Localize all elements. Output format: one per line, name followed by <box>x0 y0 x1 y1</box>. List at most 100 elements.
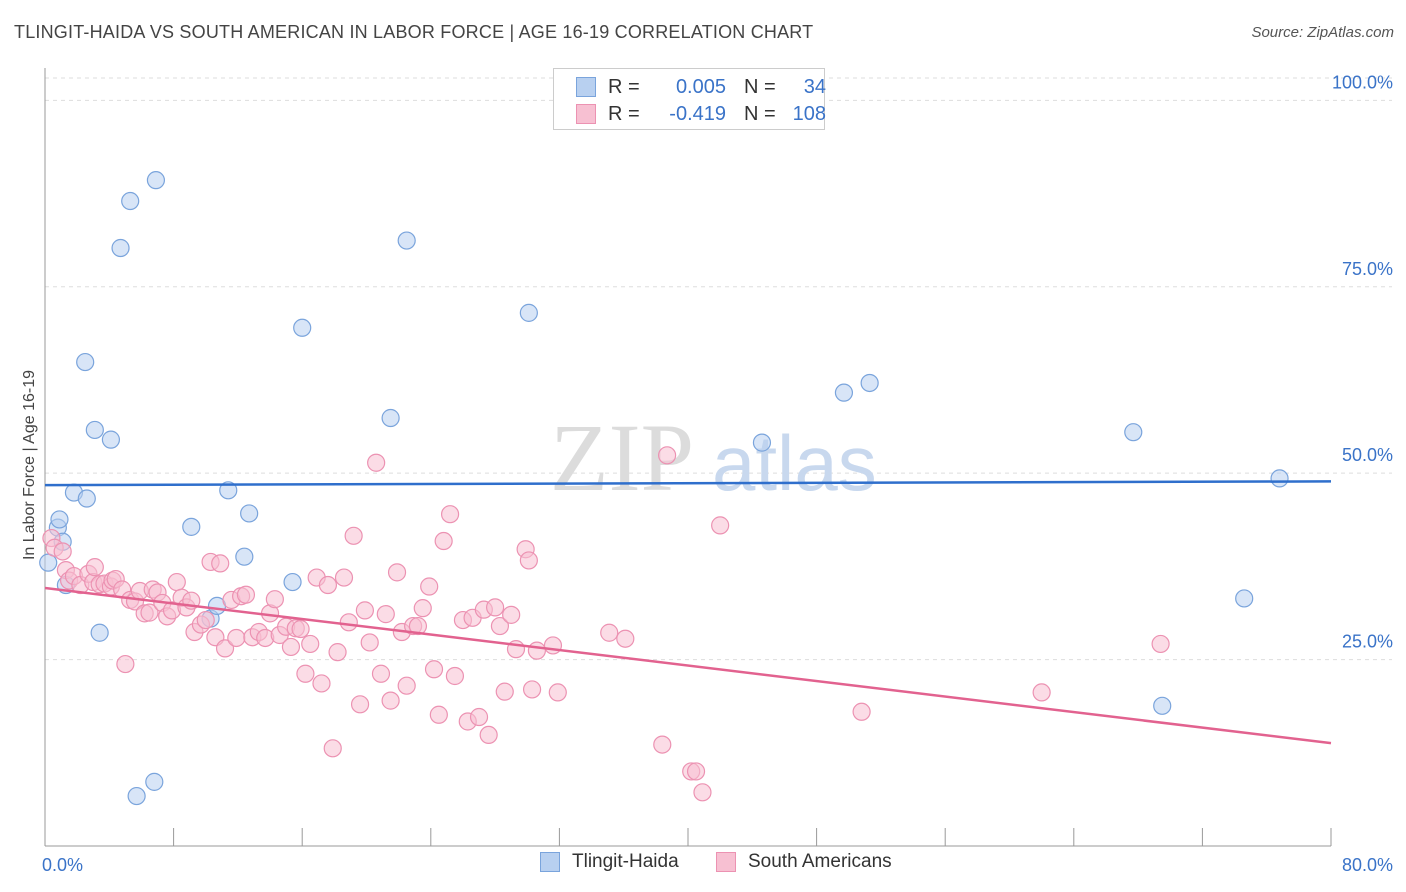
data-point-south-americans <box>519 551 538 570</box>
legend-r-label: R = <box>608 102 640 125</box>
data-point-south-americans <box>616 629 635 648</box>
data-point-south-americans <box>350 695 370 714</box>
data-point-tlingit-haida <box>90 623 109 642</box>
data-point-south-americans <box>413 599 432 618</box>
data-point-tlingit-haida <box>77 489 96 508</box>
data-point-south-americans <box>296 664 315 683</box>
data-point-tlingit-haida <box>293 318 312 337</box>
data-point-south-americans <box>408 616 428 636</box>
data-point-south-americans <box>1032 683 1051 702</box>
data-point-tlingit-haida <box>752 433 772 452</box>
tick-labels: 25.0% 50.0% 75.0% 100.0% 0.0% 80.0% <box>42 72 1393 875</box>
data-point-south-americans <box>686 762 706 781</box>
legend-n-value: 108 <box>792 102 826 125</box>
data-point-tlingit-haida <box>519 303 538 322</box>
data-point-south-americans <box>167 572 186 592</box>
bottom-legend-swatch-pink <box>716 852 736 872</box>
data-point-tlingit-haida <box>381 408 400 428</box>
legend-r-label: R = <box>608 75 640 98</box>
trend-line-south-americans <box>44 586 1332 745</box>
data-point-south-americans <box>376 605 395 624</box>
legend-row-south-americans: R = -0.419 N = 108 <box>576 102 826 126</box>
data-point-south-americans <box>434 531 453 551</box>
bottom-legend-label: Tlingit-Haida <box>572 851 679 872</box>
legend-box: R = 0.005 N = 34 R = -0.419 N = 108 <box>553 68 826 130</box>
data-point-south-americans <box>116 654 135 674</box>
data-point-tlingit-haida <box>111 238 130 258</box>
data-point-south-americans <box>367 453 386 472</box>
data-point-south-americans <box>495 682 514 701</box>
data-point-south-americans <box>328 643 347 662</box>
data-point-south-americans <box>522 680 542 699</box>
trend-lines <box>44 480 1332 745</box>
trend-line-tlingit-haida <box>44 480 1332 487</box>
data-point-south-americans <box>140 603 159 622</box>
data-point-south-americans <box>469 707 489 727</box>
data-point-south-americans <box>486 598 505 617</box>
data-point-south-americans <box>301 634 320 654</box>
y-tick-label: 25.0% <box>1342 632 1393 652</box>
data-point-south-americans <box>291 619 310 639</box>
data-point-south-americans <box>355 601 374 620</box>
data-point-south-americans <box>53 542 72 561</box>
x-tick-label: 80.0% <box>1342 855 1393 875</box>
data-point-south-americans <box>502 605 521 624</box>
data-point-south-americans <box>371 664 391 683</box>
data-point-south-americans <box>711 516 730 535</box>
data-point-tlingit-haida <box>1124 423 1143 442</box>
data-point-tlingit-haida <box>235 547 254 566</box>
y-tick-label: 100.0% <box>1332 72 1393 92</box>
y-axis-label: In Labor Force | Age 16-19 <box>21 370 38 560</box>
data-point-tlingit-haida <box>127 786 146 806</box>
data-point-south-americans <box>490 616 510 636</box>
data-point-south-americans <box>334 568 354 587</box>
data-point-tlingit-haida <box>834 383 854 402</box>
data-point-south-americans <box>236 585 256 604</box>
data-point-south-americans <box>196 610 215 630</box>
watermark-atlas: atlas <box>712 419 877 507</box>
legend-r-value: 0.005 <box>675 75 726 98</box>
data-point-south-americans <box>215 639 235 658</box>
data-point-south-americans <box>445 666 465 686</box>
y-tick-label: 75.0% <box>1342 259 1393 279</box>
data-point-south-americans <box>479 725 498 745</box>
data-point-tlingit-haida <box>145 772 164 791</box>
series-south-americans <box>42 446 1170 802</box>
bottom-legend-south-americans: South Americans <box>716 851 892 873</box>
data-point-south-americans <box>397 676 416 695</box>
data-point-tlingit-haida <box>50 510 69 529</box>
data-point-south-americans <box>227 628 246 648</box>
bottom-legend-tlingit-haida: Tlingit-Haida <box>540 851 679 873</box>
legend-swatch-blue <box>576 77 596 97</box>
data-point-tlingit-haida <box>397 231 416 250</box>
data-point-south-americans <box>318 575 338 595</box>
data-point-south-americans <box>543 636 563 655</box>
data-point-tlingit-haida <box>240 504 259 523</box>
chart-source: Source: ZipAtlas.com <box>1251 24 1394 41</box>
data-point-south-americans <box>653 735 672 754</box>
data-point-south-americans <box>527 641 546 660</box>
bottom-legend-label: South Americans <box>748 851 892 872</box>
grid-lines <box>45 77 1392 661</box>
data-point-south-americans <box>85 558 104 577</box>
data-point-south-americans <box>424 660 444 679</box>
data-point-tlingit-haida <box>76 352 95 372</box>
legend-n-label: N = <box>744 75 776 98</box>
data-point-south-americans <box>429 705 448 724</box>
legend-swatch-pink <box>576 104 596 124</box>
watermark: ZIP atlas <box>550 404 877 511</box>
data-point-south-americans <box>339 613 358 632</box>
legend-r-value: -0.419 <box>669 102 726 125</box>
data-point-south-americans <box>600 623 619 642</box>
data-point-south-americans <box>658 446 677 465</box>
data-point-south-americans <box>265 590 284 609</box>
data-point-south-americans <box>381 691 400 710</box>
data-point-south-americans <box>693 783 712 802</box>
data-point-tlingit-haida <box>146 171 166 190</box>
legend-row-tlingit-haida: R = 0.005 N = 34 <box>576 75 826 99</box>
data-point-south-americans <box>387 563 407 582</box>
data-point-south-americans <box>281 637 301 657</box>
data-point-tlingit-haida <box>219 481 238 500</box>
data-point-south-americans <box>440 505 460 524</box>
